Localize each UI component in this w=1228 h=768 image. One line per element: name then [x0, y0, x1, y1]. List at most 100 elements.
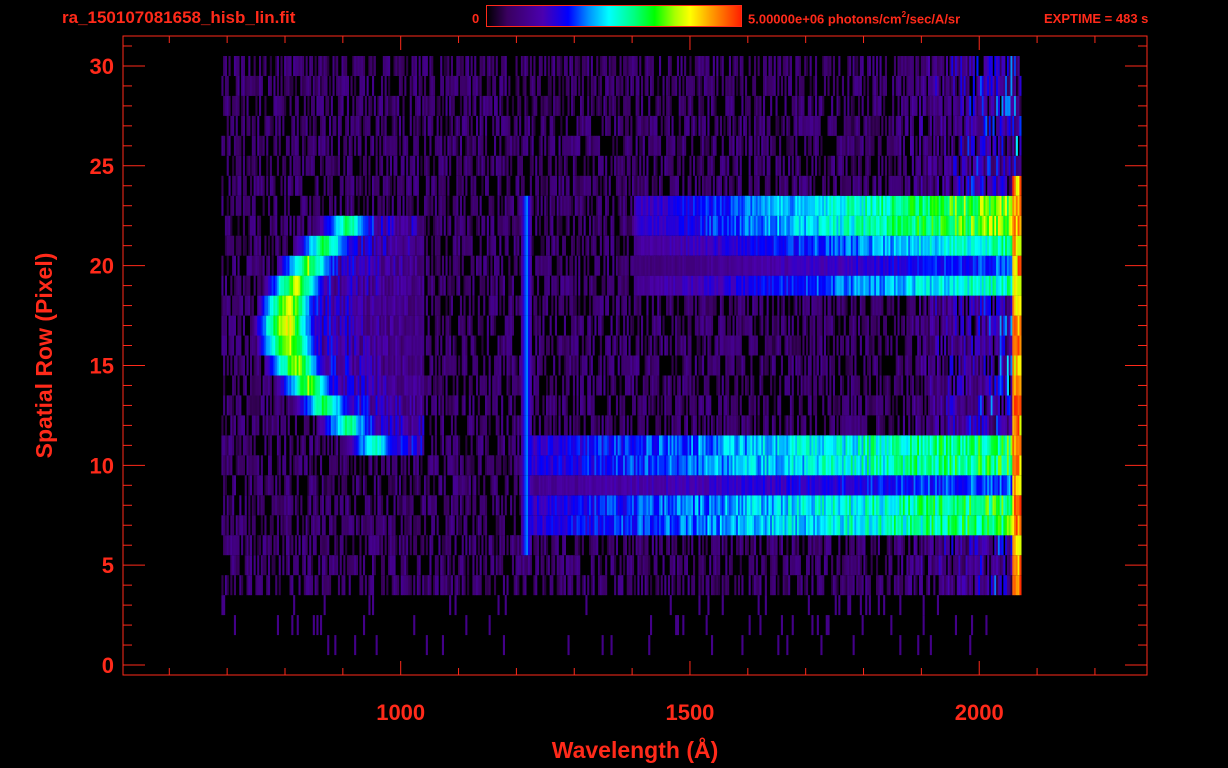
- heatmap-cell: [400, 315, 403, 336]
- heatmap-cell: [804, 375, 807, 396]
- heatmap-cell: [1015, 475, 1018, 496]
- heatmap-cell: [237, 295, 240, 316]
- heatmap-cell: [630, 515, 633, 536]
- heatmap-cell: [997, 495, 1000, 516]
- heatmap-cell: [345, 295, 348, 316]
- heatmap-cell: [859, 515, 862, 536]
- heatmap-cell: [675, 455, 678, 476]
- heatmap-cell: [1010, 375, 1013, 396]
- heatmap-cell: [655, 415, 658, 436]
- heatmap-cell: [461, 315, 464, 336]
- heatmap-cell: [348, 315, 351, 336]
- heatmap-cell: [847, 455, 850, 476]
- heatmap-cell: [501, 515, 504, 536]
- heatmap-cell: [260, 395, 263, 416]
- heatmap-cell: [612, 555, 615, 576]
- heatmap-cell: [908, 455, 911, 476]
- heatmap-cell: [425, 335, 428, 356]
- heatmap-cell: [621, 395, 624, 416]
- heatmap-cell: [232, 435, 235, 456]
- heatmap-cell: [944, 575, 947, 596]
- heatmap-cell: [441, 555, 444, 576]
- heatmap-cell: [359, 395, 362, 416]
- heatmap-cell: [675, 355, 678, 376]
- heatmap-cell: [958, 335, 961, 356]
- heatmap-cell: [298, 575, 301, 596]
- heatmap-cell: [246, 335, 249, 356]
- heatmap-cell: [544, 475, 547, 496]
- heatmap-cell: [976, 535, 979, 556]
- heatmap-cell: [350, 395, 353, 416]
- heatmap-cell: [736, 375, 739, 396]
- heatmap-cell: [960, 395, 963, 416]
- heatmap-cell: [348, 575, 351, 596]
- heatmap-cell: [698, 315, 701, 336]
- heatmap-cell: [449, 335, 452, 356]
- heatmap-cell: [659, 295, 662, 316]
- heatmap-cell: [427, 375, 430, 396]
- heatmap-cell: [648, 635, 651, 656]
- heatmap-cell: [811, 495, 814, 516]
- heatmap-cell: [655, 335, 658, 356]
- heatmap-cell: [682, 515, 685, 536]
- heatmap-cell: [967, 335, 970, 356]
- heatmap-cell: [354, 635, 357, 656]
- heatmap-cell: [429, 535, 432, 556]
- heatmap-cell: [612, 475, 615, 496]
- heatmap-cell: [533, 355, 536, 376]
- heatmap-cell: [969, 515, 972, 536]
- heatmap-cell: [739, 555, 742, 576]
- heatmap-cell: [641, 435, 644, 456]
- heatmap-cell: [271, 415, 274, 436]
- heatmap-cell: [832, 435, 835, 456]
- heatmap-cell: [843, 555, 846, 576]
- heatmap-cell: [845, 455, 848, 476]
- heatmap-cell: [766, 295, 769, 316]
- heatmap-cell: [587, 395, 590, 416]
- heatmap-cell: [899, 495, 902, 516]
- heatmap-cell: [997, 435, 1000, 456]
- heatmap-cell: [522, 535, 525, 556]
- heatmap-cell: [264, 295, 267, 316]
- heatmap-cell: [899, 435, 902, 456]
- heatmap-cell: [528, 435, 531, 456]
- heatmap-cell: [908, 515, 911, 536]
- heatmap-cell: [476, 375, 479, 396]
- heatmap-cell: [531, 495, 534, 516]
- heatmap-cell: [965, 395, 968, 416]
- heatmap-cell: [483, 375, 486, 396]
- heatmap-cell: [425, 295, 428, 316]
- heatmap-cell: [667, 295, 670, 316]
- heatmap-cell: [711, 475, 714, 496]
- heatmap-cell: [275, 335, 278, 356]
- heatmap-cell: [764, 555, 767, 576]
- heatmap-cell: [621, 575, 624, 596]
- heatmap-cell: [723, 475, 726, 496]
- heatmap-cell: [764, 415, 767, 436]
- heatmap-cell: [454, 475, 457, 496]
- heatmap-cell: [486, 395, 489, 416]
- heatmap-cell: [237, 335, 240, 356]
- heatmap-cell: [770, 515, 773, 536]
- heatmap-cell: [540, 435, 543, 456]
- heatmap-cell: [845, 335, 848, 356]
- heatmap-cell: [239, 415, 242, 436]
- heatmap-cell: [915, 415, 918, 436]
- heatmap-cell: [637, 535, 640, 556]
- heatmap-cell: [852, 315, 855, 336]
- heatmap-cell: [352, 315, 355, 336]
- heatmap-cell: [996, 475, 999, 496]
- heatmap-cell: [919, 455, 922, 476]
- heatmap-cell: [366, 435, 369, 456]
- heatmap-cell: [450, 455, 453, 476]
- heatmap-cell: [736, 395, 739, 416]
- heatmap-cell: [689, 515, 692, 536]
- heatmap-cell: [321, 315, 324, 336]
- heatmap-cell: [235, 335, 238, 356]
- heatmap-cell: [474, 355, 477, 376]
- heatmap-cell: [400, 295, 403, 316]
- heatmap-cell: [592, 375, 595, 396]
- heatmap-cell: [653, 315, 656, 336]
- heatmap-cell: [479, 555, 482, 576]
- heatmap-cell: [718, 495, 721, 516]
